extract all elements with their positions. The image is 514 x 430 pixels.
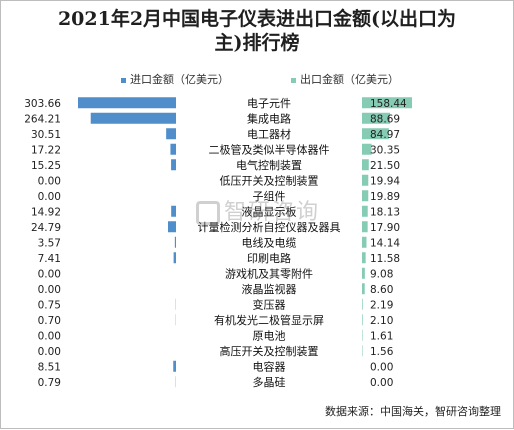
export-bar xyxy=(362,206,368,217)
import-bar xyxy=(78,97,176,108)
import-value-label: 24.79 xyxy=(31,222,61,234)
import-value-label: 0.75 xyxy=(38,299,61,311)
category-label: 多晶硅 xyxy=(253,375,286,389)
import-value-label: 0.00 xyxy=(38,268,61,280)
export-value-label: 11.58 xyxy=(370,253,400,265)
category-label: 游戏机及其零附件 xyxy=(225,266,313,280)
category-label: 低压开关及控制装置 xyxy=(220,173,319,187)
import-bar xyxy=(168,221,176,232)
import-bar xyxy=(171,206,176,217)
export-bar xyxy=(362,221,368,232)
export-value-label: 17.90 xyxy=(370,222,400,234)
category-label: 原电池 xyxy=(253,329,286,342)
category-label: 变压器 xyxy=(253,297,286,311)
import-value-label: 8.51 xyxy=(38,361,61,373)
export-value-label: 9.08 xyxy=(370,268,393,280)
category-label: 有机发光二极管显示屏 xyxy=(214,313,324,327)
export-value-label: 1.56 xyxy=(370,346,394,358)
export-value-label: 1.61 xyxy=(370,330,393,342)
export-bar xyxy=(362,175,368,186)
category-label: 电容器 xyxy=(253,359,286,373)
export-bar xyxy=(362,299,363,310)
category-label: 电工器材 xyxy=(247,127,291,141)
export-bar xyxy=(362,237,366,248)
import-value-label: 303.66 xyxy=(24,98,61,110)
category-label: 二极管及类似半导体器件 xyxy=(209,142,330,156)
export-bar xyxy=(362,252,366,263)
category-label: 电子元件 xyxy=(247,97,291,110)
export-value-label: 158.44 xyxy=(370,98,407,110)
export-value-label: 0.00 xyxy=(370,377,393,389)
watermark-logo-icon xyxy=(196,201,220,225)
export-bar xyxy=(362,190,368,201)
export-value-label: 2.10 xyxy=(370,315,393,327)
category-label: 液晶监视器 xyxy=(242,282,297,296)
export-value-label: 0.00 xyxy=(370,361,393,373)
import-value-label: 0.00 xyxy=(38,191,61,203)
export-value-label: 30.35 xyxy=(370,144,400,156)
import-bar xyxy=(170,144,176,155)
import-bar xyxy=(173,361,176,372)
category-label: 电气控制装置 xyxy=(236,158,302,172)
export-bar xyxy=(362,314,363,325)
import-value-label: 7.41 xyxy=(38,253,61,265)
import-value-label: 14.92 xyxy=(31,206,61,218)
import-value-label: 0.00 xyxy=(38,175,61,187)
export-value-label: 88.69 xyxy=(370,113,400,125)
export-bar xyxy=(362,159,369,170)
import-value-label: 264.21 xyxy=(24,113,61,125)
import-value-label: 0.70 xyxy=(38,315,61,327)
import-bar xyxy=(175,237,176,248)
category-label: 集成电路 xyxy=(247,111,291,125)
category-label: 印刷电路 xyxy=(247,252,291,265)
import-value-label: 17.22 xyxy=(31,144,61,156)
watermark-text: 智研咨询 xyxy=(224,200,320,225)
import-value-label: 3.57 xyxy=(38,237,61,249)
export-value-label: 84.97 xyxy=(370,129,400,141)
import-value-label: 0.00 xyxy=(38,346,61,358)
category-label: 高压开关及控制装置 xyxy=(220,344,319,358)
watermark: 智研咨询 xyxy=(196,194,320,226)
export-bar xyxy=(362,283,365,294)
import-value-label: 15.25 xyxy=(31,160,61,172)
export-value-label: 19.89 xyxy=(370,191,400,203)
import-bar xyxy=(171,159,176,170)
data-source: 数据来源：中国海关，智研咨询整理 xyxy=(325,403,501,419)
import-bar xyxy=(91,113,176,124)
import-value-label: 30.51 xyxy=(31,129,61,141)
export-value-label: 14.14 xyxy=(370,237,400,249)
export-value-label: 21.50 xyxy=(370,160,400,172)
export-value-label: 18.13 xyxy=(370,206,400,218)
import-bar xyxy=(166,128,176,139)
import-value-label: 0.79 xyxy=(38,377,61,389)
import-value-label: 0.00 xyxy=(38,284,61,296)
export-value-label: 19.94 xyxy=(370,175,400,187)
export-bar xyxy=(362,330,363,341)
category-label: 电线及电缆 xyxy=(242,235,297,249)
import-bar xyxy=(174,252,176,263)
export-bar xyxy=(362,268,365,279)
import-value-label: 0.00 xyxy=(38,330,61,342)
export-value-label: 8.60 xyxy=(370,284,393,296)
export-value-label: 2.19 xyxy=(370,299,393,311)
